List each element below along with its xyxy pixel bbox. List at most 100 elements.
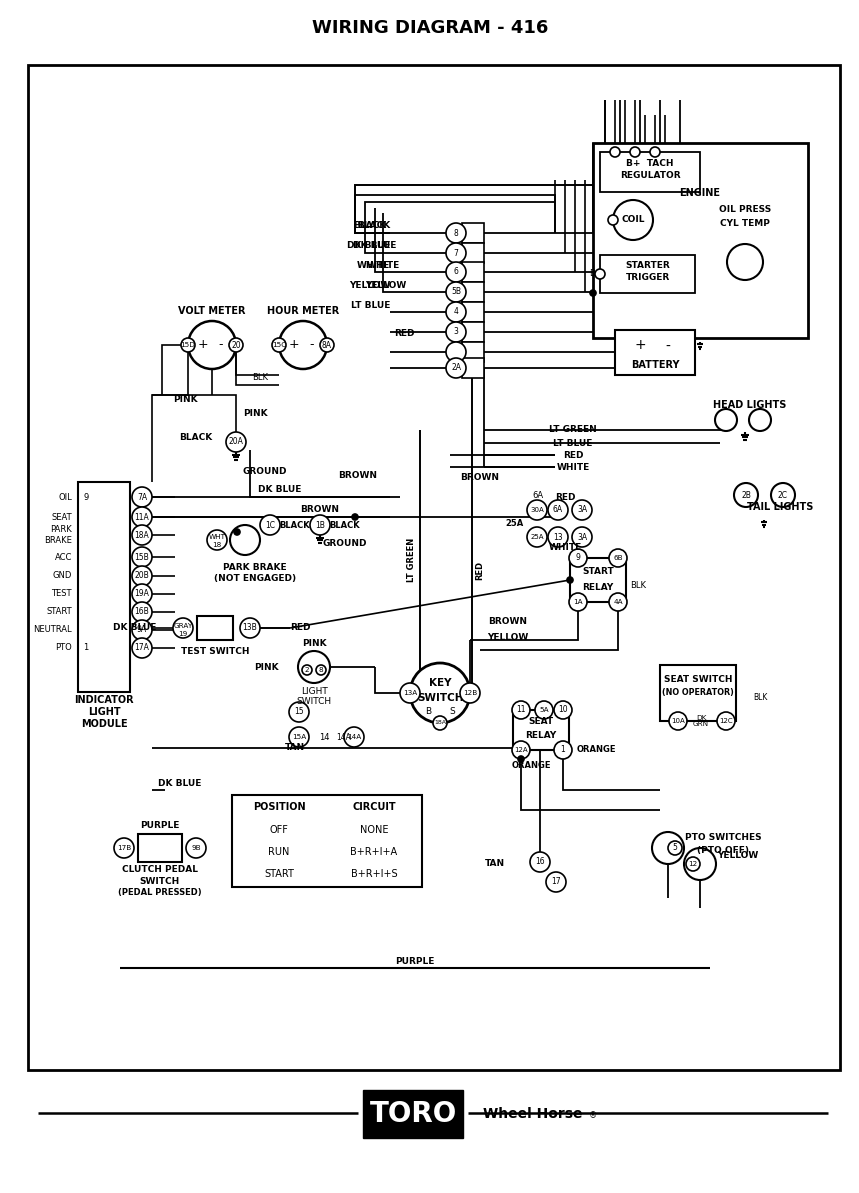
Text: NONE: NONE	[360, 826, 388, 835]
Text: 12B: 12B	[463, 690, 477, 696]
Text: TEST: TEST	[52, 589, 72, 599]
Text: B+: B+	[588, 270, 601, 278]
Text: 8: 8	[454, 229, 459, 237]
Circle shape	[572, 527, 592, 548]
Circle shape	[188, 321, 236, 369]
Text: 1: 1	[83, 643, 88, 653]
Text: 9: 9	[576, 554, 581, 563]
Text: PINK: PINK	[254, 662, 279, 672]
Text: ENGINE: ENGINE	[679, 188, 721, 198]
Circle shape	[572, 500, 592, 520]
Circle shape	[734, 483, 758, 507]
Text: 13B: 13B	[242, 624, 258, 632]
Text: 8A: 8A	[322, 340, 332, 350]
Text: BLK: BLK	[252, 372, 268, 382]
Text: 6A: 6A	[553, 506, 563, 514]
Text: HEAD LIGHTS: HEAD LIGHTS	[713, 400, 787, 410]
Text: 14: 14	[319, 733, 329, 742]
Text: RUN: RUN	[268, 847, 289, 857]
Text: ACC: ACC	[55, 552, 72, 562]
Text: +: +	[198, 339, 209, 352]
Circle shape	[132, 638, 152, 659]
Text: POSITION: POSITION	[253, 802, 305, 812]
Text: PINK: PINK	[173, 396, 198, 404]
Text: 13: 13	[553, 532, 563, 542]
Text: LT GREEN: LT GREEN	[549, 426, 597, 434]
Text: BLACK: BLACK	[179, 433, 212, 443]
Text: 6B: 6B	[613, 555, 623, 561]
Bar	[138, 834, 182, 863]
Text: B: B	[425, 706, 431, 716]
Text: 18A: 18A	[135, 531, 149, 539]
Text: 5B: 5B	[451, 288, 461, 297]
Text: PARK
BRAKE: PARK BRAKE	[44, 525, 72, 545]
Circle shape	[433, 716, 447, 730]
Text: 9A: 9A	[137, 625, 147, 635]
Circle shape	[595, 268, 605, 279]
Text: 15: 15	[294, 707, 304, 717]
Circle shape	[548, 527, 568, 548]
Circle shape	[727, 245, 763, 280]
Text: 17B: 17B	[117, 845, 131, 851]
Text: -: -	[666, 340, 670, 354]
Text: SWITCH: SWITCH	[417, 693, 463, 703]
Circle shape	[240, 618, 260, 638]
Text: WHITE: WHITE	[367, 260, 399, 270]
Bar	[462, 223, 484, 243]
Text: 9: 9	[83, 493, 88, 501]
Text: PURPLE: PURPLE	[395, 957, 435, 965]
Text: 2: 2	[305, 667, 309, 673]
Circle shape	[554, 741, 572, 759]
Circle shape	[608, 215, 618, 225]
Text: YELLOW: YELLOW	[487, 633, 528, 643]
Circle shape	[279, 321, 327, 369]
Circle shape	[132, 487, 152, 507]
Text: 20A: 20A	[228, 438, 243, 446]
Circle shape	[226, 432, 246, 452]
Circle shape	[181, 338, 195, 352]
Text: REGULATOR: REGULATOR	[619, 171, 680, 179]
Circle shape	[630, 147, 640, 157]
Text: +: +	[634, 338, 646, 352]
Text: (PTO OFF): (PTO OFF)	[697, 846, 749, 854]
Text: 10: 10	[558, 705, 568, 715]
Text: INDICATOR
LIGHT
MODULE: INDICATOR LIGHT MODULE	[74, 696, 134, 729]
Text: 16B: 16B	[135, 607, 149, 617]
Bar	[600, 255, 695, 293]
Circle shape	[446, 322, 466, 342]
Text: 14A: 14A	[337, 733, 351, 742]
Text: BROWN: BROWN	[489, 618, 527, 626]
Text: YELLOW: YELLOW	[717, 852, 758, 860]
Text: COIL: COIL	[621, 216, 645, 224]
Text: TAN: TAN	[285, 743, 305, 753]
Text: CLUTCH PEDAL: CLUTCH PEDAL	[122, 865, 198, 874]
Text: VOLT METER: VOLT METER	[179, 305, 246, 316]
Text: STARTER: STARTER	[625, 260, 670, 270]
Text: 3A: 3A	[577, 506, 587, 514]
Text: RED: RED	[289, 624, 310, 632]
Text: B+R+I+A: B+R+I+A	[350, 847, 398, 857]
Text: 15C: 15C	[272, 342, 286, 348]
Text: WHITE: WHITE	[548, 544, 582, 552]
Circle shape	[535, 701, 553, 719]
Text: RED: RED	[476, 561, 484, 580]
Text: LIGHT: LIGHT	[301, 687, 327, 697]
Text: BLACK: BLACK	[330, 520, 360, 530]
Text: -: -	[219, 339, 223, 352]
Text: Wheel Horse: Wheel Horse	[483, 1107, 582, 1121]
Circle shape	[320, 338, 334, 352]
Text: WIRING DIAGRAM - 416: WIRING DIAGRAM - 416	[312, 19, 548, 37]
Circle shape	[207, 530, 227, 550]
Circle shape	[668, 841, 682, 855]
Text: 12C: 12C	[719, 718, 733, 724]
Text: LT BLUE: LT BLUE	[553, 439, 593, 447]
Circle shape	[400, 684, 420, 703]
Bar	[513, 710, 569, 750]
Bar	[232, 795, 422, 888]
Text: DK
GRN: DK GRN	[693, 715, 709, 728]
Circle shape	[289, 701, 309, 722]
Circle shape	[446, 302, 466, 322]
Circle shape	[686, 857, 700, 871]
Circle shape	[114, 837, 134, 858]
Bar	[28, 64, 840, 1070]
